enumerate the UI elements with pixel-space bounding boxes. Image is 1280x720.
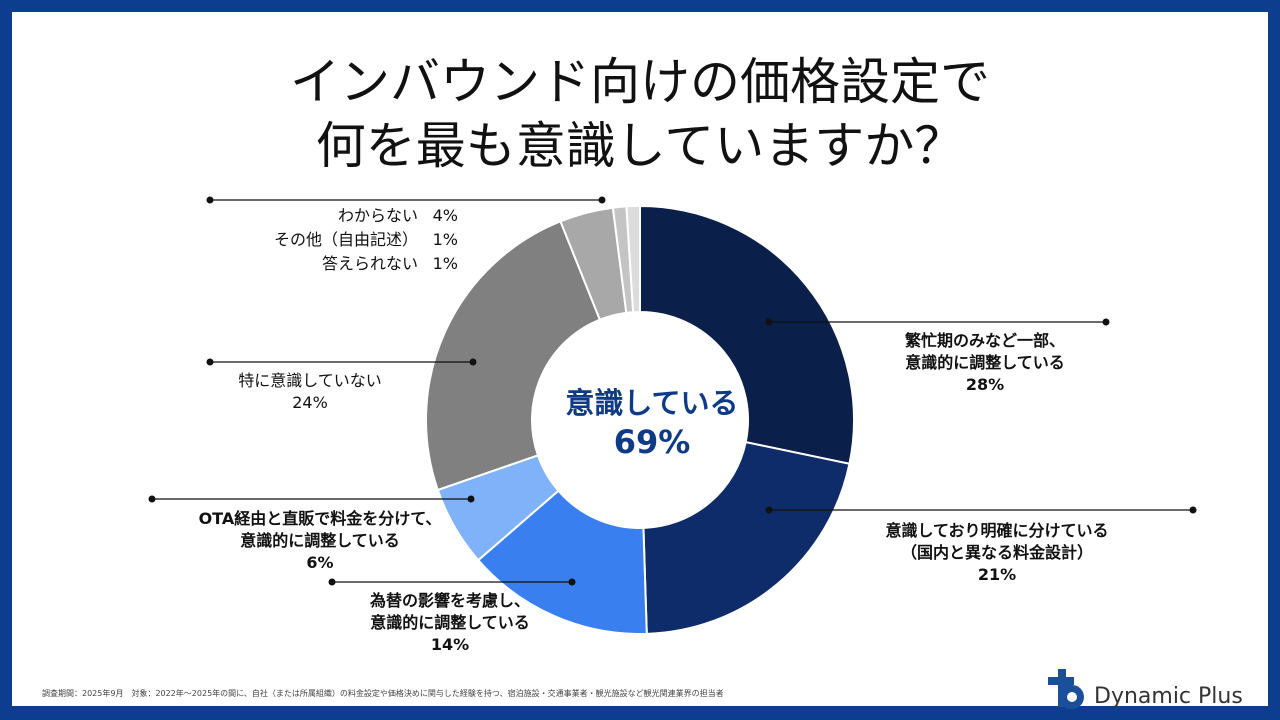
slice-value-3: 6%	[306, 553, 334, 572]
leader-dot-5-0	[598, 196, 606, 204]
donut-chart	[148, 196, 1197, 635]
slice-label-1-line-1: 意識しており明確に分けている	[885, 521, 1109, 540]
slice-value-1: 21%	[977, 565, 1017, 584]
slice-label-0-line-1: 繁忙期のみなど一部、	[904, 331, 1065, 350]
slice-label-0-line-2: 意識的に調整している	[905, 353, 1065, 372]
slice-label-3-line-1: OTA経由と直販で料金を分けて、	[198, 509, 442, 528]
logo-text: Dynamic Plus	[1094, 684, 1243, 709]
leader-dot-4-1	[206, 358, 214, 366]
slice-label-2-line-2: 意識的に調整している	[370, 613, 530, 632]
slice-label-4-line-1: 特に意識していない	[238, 371, 382, 390]
small-slice-labels: わからない 4% その他（自由記述） 1% 答えられない 1%	[220, 204, 458, 276]
slice-label-6-text: その他（自由記述）	[273, 230, 418, 249]
slide: インバウンド向けの価格設定で 何を最も意識していますか？ 意識している 69% …	[12, 12, 1268, 709]
slice-value-7: 1%	[432, 254, 458, 273]
leader-dot-3-1	[148, 495, 156, 503]
center-label: 意識している 69%	[552, 384, 752, 462]
chart-title: インバウンド向けの価格設定で 何を最も意識していますか？	[12, 50, 1268, 178]
survey-footnote: 調査期間：2025年9月 対象：2022年～2025年の間に、自社（または所属組…	[42, 689, 724, 698]
leader-dot-4-0	[469, 358, 477, 366]
slice-value-5: 4%	[432, 206, 458, 225]
slice-label-6: その他（自由記述） 1%	[220, 228, 458, 252]
slice-label-5: わからない 4%	[220, 204, 458, 228]
slice-label-2: 為替の影響を考慮し、 意識的に調整している 14%	[340, 590, 560, 656]
slice-label-1: 意識しており明確に分けている （国内と異なる料金設計） 21%	[862, 520, 1132, 586]
title-line-2: 何を最も意識していますか？	[315, 117, 965, 175]
leader-dot-0-1	[1102, 318, 1110, 326]
donut-slice-1	[642, 440, 851, 635]
slice-label-0: 繁忙期のみなど一部、 意識的に調整している 28%	[880, 330, 1090, 396]
leader-dot-2-0	[568, 578, 576, 586]
center-label-text: 意識している	[565, 386, 739, 420]
donut-slice-0	[639, 204, 855, 466]
donut-slice-4	[425, 220, 602, 492]
slice-label-3-line-2: 意識的に調整している	[240, 531, 400, 550]
slice-label-5-text: わからない	[337, 206, 418, 225]
donut-slice-7	[625, 204, 641, 314]
slice-value-6: 1%	[432, 230, 458, 249]
leader-dot-5-1	[206, 196, 214, 204]
slice-label-2-line-1: 為替の影響を考慮し、	[369, 591, 530, 610]
leader-dot-2-1	[328, 578, 336, 586]
slice-value-0: 28%	[965, 375, 1005, 394]
center-label-value: 69%	[613, 423, 691, 461]
leader-dot-1-0	[765, 506, 773, 514]
slice-value-4: 24%	[292, 393, 328, 412]
slice-label-7: 答えられない 1%	[220, 252, 458, 276]
leader-dot-3-0	[467, 495, 475, 503]
title-line-1: インバウンド向けの価格設定で	[290, 53, 990, 111]
slice-value-2: 14%	[430, 635, 470, 654]
dynamic-plus-logo-mark	[1048, 669, 1084, 709]
slice-label-1-line-2: （国内と異なる料金設計）	[900, 543, 1093, 562]
slice-label-4: 特に意識していない 24%	[210, 370, 410, 414]
leader-dot-1-1	[1189, 506, 1197, 514]
leader-dot-0-0	[765, 318, 773, 326]
slice-label-7-text: 答えられない	[321, 254, 418, 273]
slice-label-3: OTA経由と直販で料金を分けて、 意識的に調整している 6%	[170, 508, 470, 574]
dynamic-plus-logo	[1048, 669, 1084, 709]
